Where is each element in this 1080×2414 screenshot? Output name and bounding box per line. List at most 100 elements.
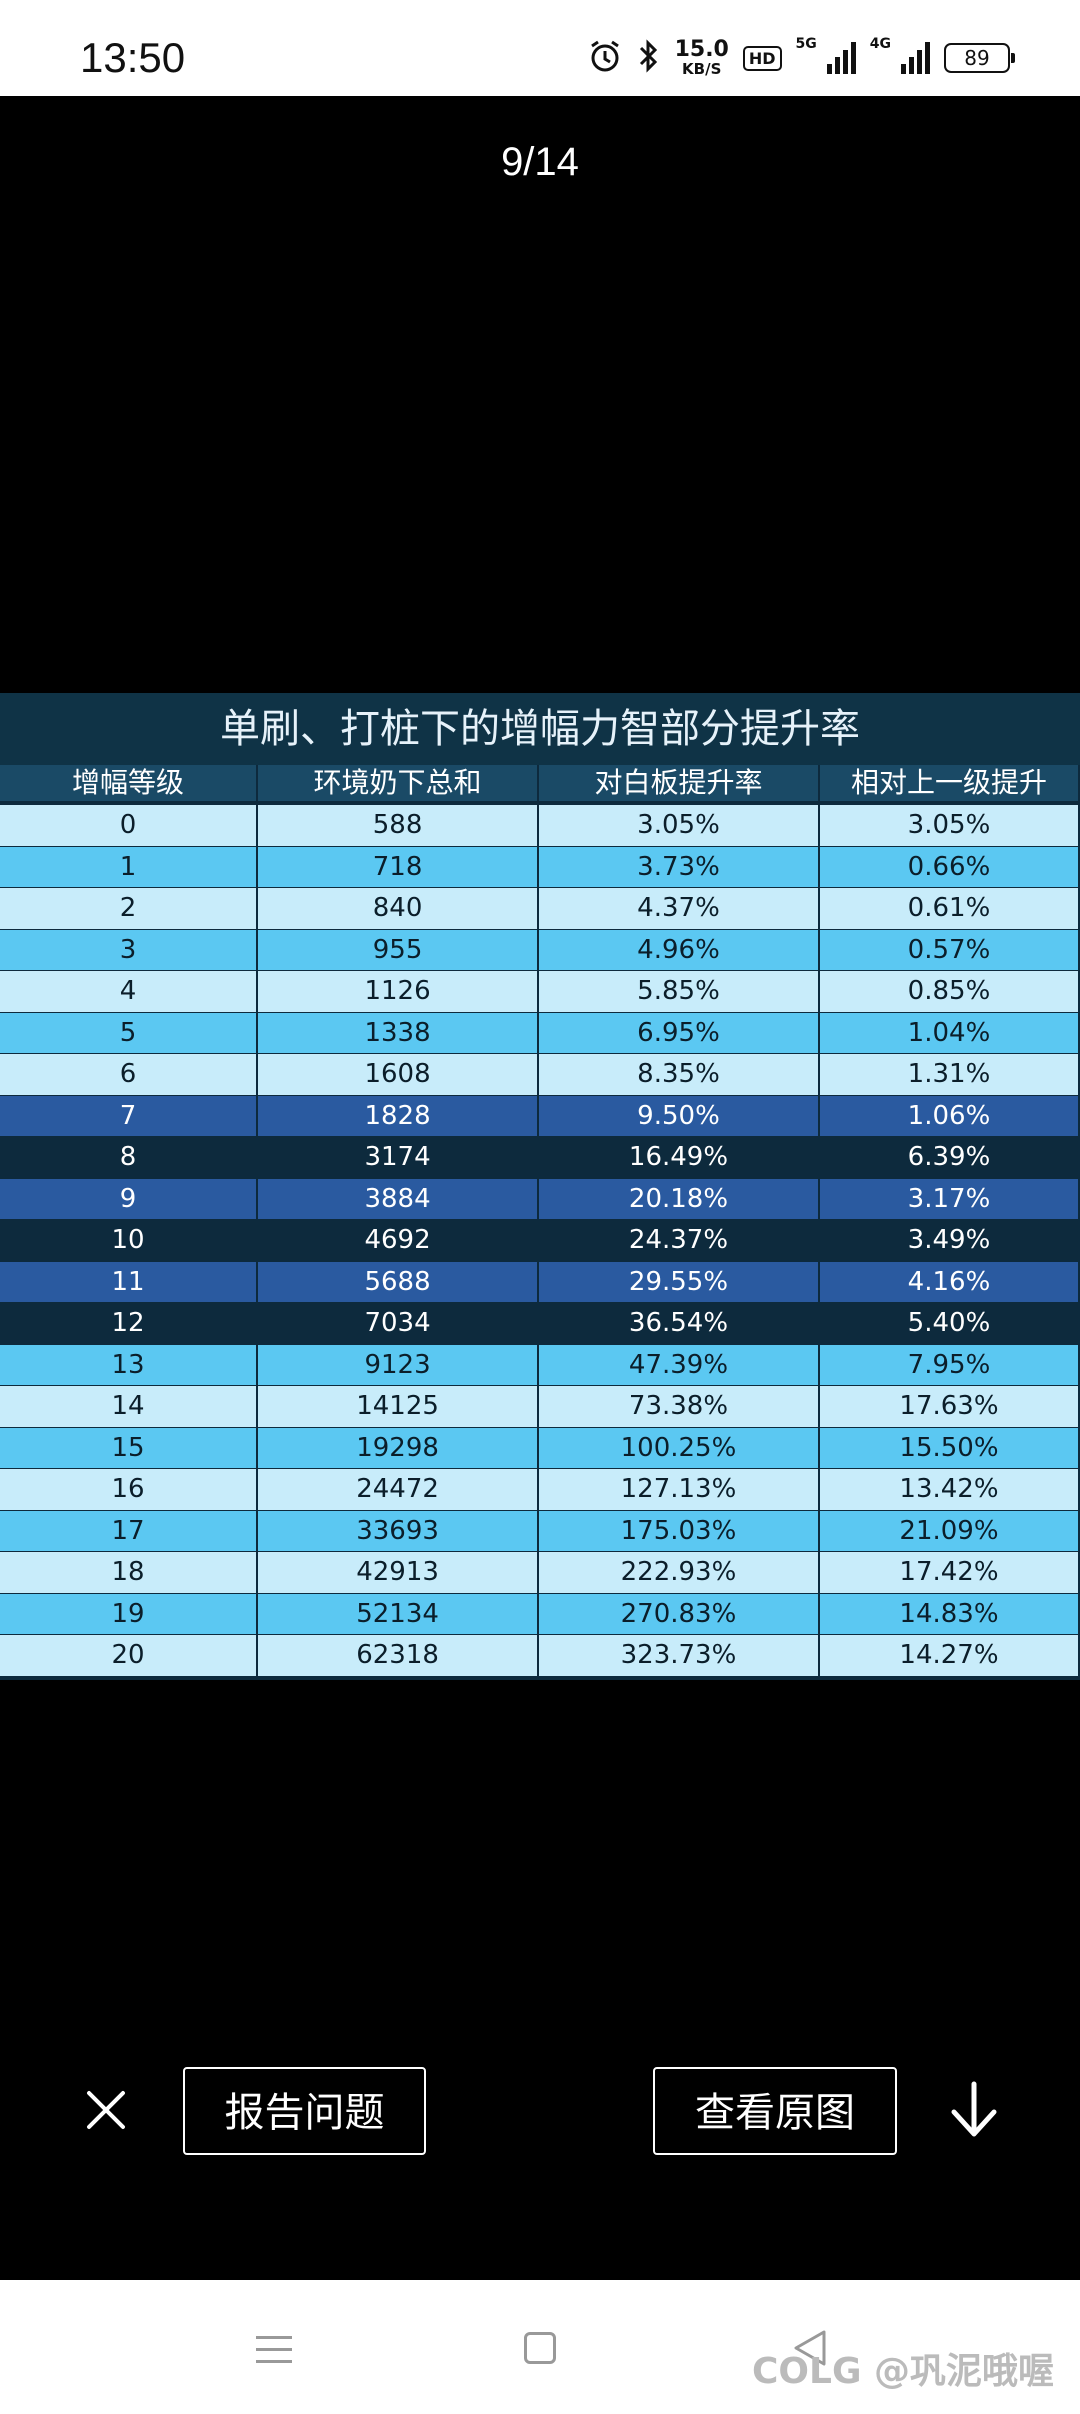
table-cell: 13 [0,1344,259,1385]
table-cell: 323.73% [539,1635,820,1676]
table-row: 14 14125 73.38% 17.63% [0,1386,1080,1428]
table-cell: 270.83% [539,1593,820,1634]
table-cell: 9123 [258,1344,540,1385]
table-cell: 100.25% [539,1427,820,1468]
table-header-cell: 环境奶下总和 [258,765,540,801]
table-cell: 5.40% [820,1303,1080,1344]
signal-2-icon [901,42,930,74]
arrow-down-icon[interactable] [946,2080,1002,2140]
table-row: 4 1126 5.85% 0.85% [0,971,1080,1013]
table-cell: 16.49% [539,1137,820,1178]
table-body: 0 588 3.05% 3.05% 1 718 3.73% 0.66% 2 840 4.37% 0.6… [0,805,1080,1677]
table-cell: 840 [258,888,540,929]
table-cell: 7034 [258,1303,540,1344]
report-problem-button[interactable]: 报告问题 [183,2067,426,2155]
table-cell: 0.57% [820,929,1080,970]
table-cell: 15 [0,1427,259,1468]
table-cell: 4692 [258,1220,540,1261]
table-row: 8 3174 16.49% 6.39% [0,1137,1080,1179]
table-cell: 1.04% [820,1012,1080,1053]
table-header-cell: 对白板提升率 [539,765,820,801]
table-cell: 17.42% [820,1552,1080,1593]
table-cell: 1 [0,846,259,887]
table-cell: 73.38% [539,1386,820,1427]
home-icon[interactable] [524,2332,556,2364]
table-row: 7 1828 9.50% 1.06% [0,1095,1080,1137]
table-cell: 12 [0,1303,259,1344]
table-cell: 1338 [258,1012,540,1053]
table-cell: 9.50% [539,1095,820,1136]
table-cell: 1828 [258,1095,540,1136]
table-cell: 20.18% [539,1178,820,1219]
table-cell: 1.31% [820,1054,1080,1095]
table-cell: 0.61% [820,888,1080,929]
table-row: 9 3884 20.18% 3.17% [0,1178,1080,1220]
table-row: 11 5688 29.55% 4.16% [0,1261,1080,1303]
table-cell: 17.63% [820,1386,1080,1427]
table-cell: 0.66% [820,846,1080,887]
table-cell: 588 [258,805,540,846]
table-row: 17 33693 175.03% 21.09% [0,1510,1080,1552]
table-cell: 718 [258,846,540,887]
table-cell: 52134 [258,1593,540,1634]
table-cell: 18 [0,1552,259,1593]
table-cell: 14 [0,1386,259,1427]
network-speed: 15.0 KB/S [674,37,729,78]
table-header-row: 增幅等级 环境奶下总和 对白板提升率 相对上一级提升 [0,765,1080,801]
table-cell: 1.06% [820,1095,1080,1136]
table-cell: 222.93% [539,1552,820,1593]
table-cell: 1126 [258,971,540,1012]
table-row: 6 1608 8.35% 1.31% [0,1054,1080,1096]
battery-icon: 89 [944,43,1015,73]
table-cell: 955 [258,929,540,970]
table-cell: 47.39% [539,1344,820,1385]
table-cell: 7 [0,1095,259,1136]
table-row: 16 24472 127.13% 13.42% [0,1469,1080,1511]
table-row: 5 1338 6.95% 1.04% [0,1012,1080,1054]
table-cell: 4.16% [820,1261,1080,1302]
table-cell: 14.27% [820,1635,1080,1676]
signal-1-icon [826,42,856,74]
signal-2-label: 4G [869,36,891,52]
table-row: 2 840 4.37% 0.61% [0,888,1080,930]
signal-1-label: 5G [795,36,817,52]
image-counter: 9/14 [501,140,579,184]
table-row: 13 9123 47.39% 7.95% [0,1344,1080,1386]
table-row: 18 42913 222.93% 17.42% [0,1552,1080,1594]
table-cell: 19 [0,1593,259,1634]
watermark: COLG @巩泥哦喔 [752,2351,1055,2392]
table-cell: 19298 [258,1427,540,1468]
status-icons: 15.0 KB/S HD 5G 4G 89 [587,36,1015,80]
table-cell: 15.50% [820,1427,1080,1468]
table-cell: 8 [0,1137,259,1178]
status-bar: 13:50 15.0 KB/S HD 5G 4G 89 [0,0,1080,96]
table-cell: 9 [0,1178,259,1219]
table-cell: 24.37% [539,1220,820,1261]
table-title: 单刷、打桩下的增幅力智部分提升率 [0,693,1080,765]
table-cell: 5.85% [539,971,820,1012]
table-cell: 175.03% [539,1510,820,1551]
menu-icon[interactable] [256,2332,292,2368]
table-cell: 0.85% [820,971,1080,1012]
table-cell: 36.54% [539,1303,820,1344]
alarm-icon [587,38,623,78]
bluetooth-icon [637,38,661,78]
table-cell: 3.17% [820,1178,1080,1219]
table-row: 15 19298 100.25% 15.50% [0,1427,1080,1469]
table-image: 单刷、打桩下的增幅力智部分提升率 增幅等级 环境奶下总和 对白板提升率 相对上一… [0,693,1080,1680]
table-header-cell: 相对上一级提升 [820,765,1080,801]
table-cell: 33693 [258,1510,540,1551]
table-cell: 6 [0,1054,259,1095]
table-cell: 127.13% [539,1469,820,1510]
table-cell: 4.37% [539,888,820,929]
table-cell: 2 [0,888,259,929]
table-cell: 13.42% [820,1469,1080,1510]
table-cell: 4.96% [539,929,820,970]
close-icon[interactable] [76,2080,136,2140]
table-row: 0 588 3.05% 3.05% [0,805,1080,847]
back-icon[interactable] [790,2328,830,2368]
table-cell: 10 [0,1220,259,1261]
view-original-button[interactable]: 查看原图 [653,2067,897,2155]
table-cell: 4 [0,971,259,1012]
table-cell: 17 [0,1510,259,1551]
